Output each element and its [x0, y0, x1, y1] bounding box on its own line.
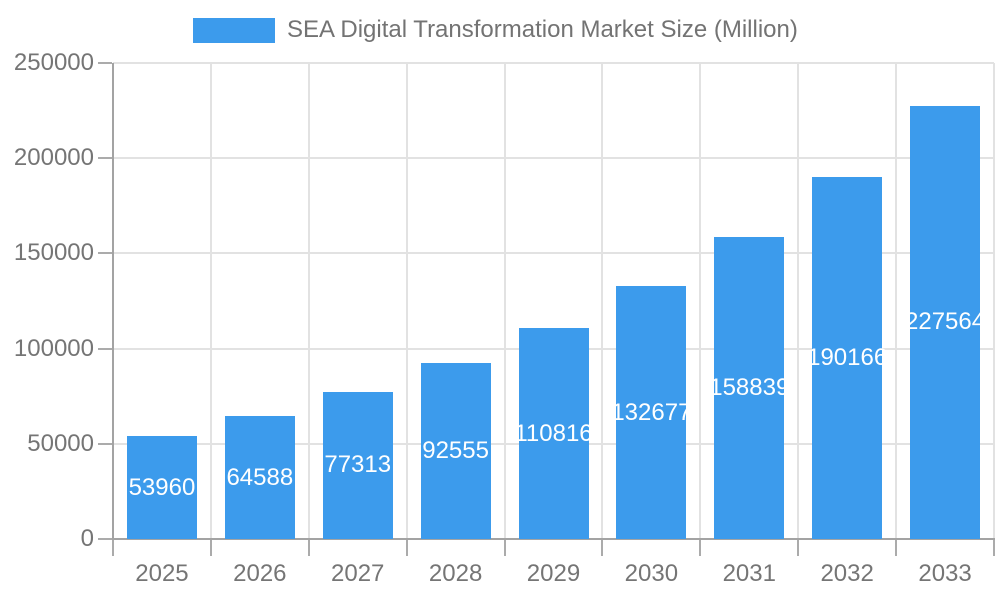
x-axis-tick: [112, 540, 114, 556]
y-axis-line: [112, 63, 114, 539]
bar: [812, 176, 883, 539]
x-grid-line: [895, 63, 898, 539]
x-axis-tick: [601, 540, 604, 556]
x-axis-tick: [307, 540, 310, 556]
x-axis-tick: [503, 540, 506, 556]
x-tick-label: 2031: [722, 560, 776, 587]
y-axis-tick: [98, 62, 112, 64]
y-tick-label: 150000: [13, 239, 94, 267]
x-grid-line: [699, 63, 702, 539]
x-axis-tick: [895, 540, 898, 556]
bar: [616, 286, 687, 539]
x-axis-tick: [209, 540, 212, 556]
x-tick-label: 2032: [820, 560, 874, 587]
y-axis-tick: [98, 538, 112, 540]
y-tick-label: 100000: [13, 334, 94, 362]
bar: [420, 362, 491, 539]
legend-item[interactable]: SEA Digital Transformation Market Size (…: [193, 16, 798, 44]
x-grid-line: [503, 63, 506, 539]
bar: [322, 391, 393, 539]
bar: [126, 436, 197, 539]
bar: [518, 328, 589, 539]
y-axis-tick: [98, 157, 112, 160]
plot-area: 0 50000 100000 150000 200000 250000 53960 2025 6…: [14, 50, 995, 587]
y-axis-tick: [98, 252, 112, 255]
x-tick-label: 2026: [233, 560, 287, 587]
x-axis-tick: [993, 540, 995, 556]
x-tick-label: 2027: [331, 560, 385, 587]
bar: [910, 105, 981, 539]
y-tick-label: 0: [80, 525, 94, 552]
x-grid-line: [209, 63, 212, 539]
y-grid-line: [113, 62, 994, 64]
y-axis-tick: [98, 347, 112, 350]
x-axis-tick: [699, 540, 702, 556]
x-grid-line: [993, 63, 995, 539]
x-tick-label: 2025: [135, 560, 189, 587]
bar: [714, 236, 785, 539]
y-tick-label: 50000: [27, 429, 94, 457]
x-axis-tick: [405, 540, 408, 556]
x-tick-label: 2033: [918, 560, 972, 587]
legend-label: SEA Digital Transformation Market Size (…: [287, 16, 798, 43]
x-grid-line: [405, 63, 408, 539]
x-grid-line: [797, 63, 800, 539]
y-grid-line: [113, 157, 994, 160]
x-tick-label: 2028: [428, 560, 483, 587]
y-tick-label: 250000: [13, 49, 94, 76]
legend-swatch: [193, 17, 275, 43]
x-grid-line: [601, 63, 604, 539]
x-tick-label: 2029: [526, 560, 581, 587]
y-axis-tick: [98, 442, 112, 445]
y-tick-label: 200000: [13, 144, 94, 172]
x-axis-tick: [797, 540, 800, 556]
x-grid-line: [307, 63, 310, 539]
x-tick-label: 2030: [624, 560, 679, 587]
bar: [224, 416, 295, 539]
y-grid-line: [113, 252, 994, 255]
x-axis-line: [112, 538, 995, 540]
